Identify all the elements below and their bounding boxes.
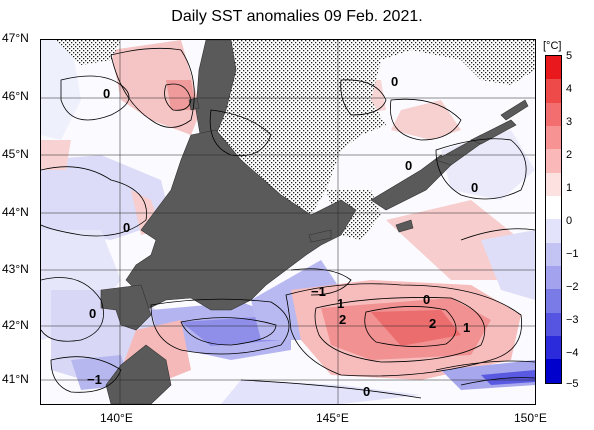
map-title: Daily SST anomalies 09 Feb. 2021. — [171, 8, 423, 25]
colorbar-segment — [546, 102, 561, 127]
colorbar-segment — [546, 56, 561, 80]
colorbar-tick: 2 — [566, 149, 573, 161]
contour-label: 2 — [339, 312, 346, 327]
colorbar-tick: 3 — [566, 116, 573, 128]
colorbar-segment — [546, 126, 561, 150]
lon-label-145: 145°E — [316, 411, 349, 425]
lat-label-46: 46°N — [2, 89, 29, 103]
colorbar-tick: 1 — [566, 182, 573, 194]
contour-label: 0 — [405, 158, 412, 173]
contour-lines — [41, 47, 535, 399]
colorbar-tick: −2 — [566, 281, 579, 293]
colorbar-segment — [546, 312, 561, 337]
colorbar-segment — [546, 79, 561, 103]
colorbar-segment — [546, 149, 561, 173]
colorbar-segment — [546, 196, 561, 220]
colorbar-tick: −3 — [566, 314, 579, 326]
graticule — [41, 40, 535, 404]
contour-label: 1 — [463, 320, 470, 335]
contour-label: 0 — [103, 86, 110, 101]
contour-label: 0 — [471, 180, 478, 195]
lon-label-140: 140°E — [100, 411, 133, 425]
colorbar-tick: −4 — [566, 347, 579, 359]
colorbar-segment — [546, 359, 561, 383]
contour-label: 0 — [123, 220, 130, 235]
lat-label-43: 43°N — [2, 262, 29, 276]
contour-label: 0 — [423, 292, 430, 307]
lat-label-42: 42°N — [2, 318, 29, 332]
colorbar-tick: 0 — [566, 215, 573, 227]
contour-label: 0 — [363, 384, 370, 399]
lat-label-44: 44°N — [2, 205, 29, 219]
contour-labels: 0 0 0 0 0 0 0 0 −1 −1 1 1 2 2 — [87, 74, 478, 399]
lat-label-41: 41°N — [2, 372, 29, 386]
colorbar-tick: −1 — [566, 248, 579, 260]
colorbar-tick: 4 — [566, 83, 573, 95]
colorbar-segment — [546, 242, 561, 267]
contour-label: 2 — [429, 316, 436, 331]
land — [100, 40, 529, 404]
colorbar — [545, 55, 562, 384]
colorbar-unit: [°C] — [543, 40, 562, 52]
colorbar-segment — [546, 172, 561, 197]
contour-label: 1 — [337, 296, 344, 311]
contour-label: −1 — [311, 284, 326, 299]
lon-label-150: 150°E — [514, 411, 547, 425]
lat-label-45: 45°N — [2, 147, 29, 161]
colorbar-segment — [546, 219, 561, 243]
colorbar-tick: 5 — [566, 50, 573, 62]
lat-label-47: 47°N — [2, 31, 29, 45]
colorbar-segment — [546, 289, 561, 313]
sst-anomaly-map: 0 0 0 0 0 0 0 0 −1 −1 1 1 2 2 — [40, 39, 536, 405]
colorbar-segment — [546, 266, 561, 290]
contour-label: −1 — [87, 372, 102, 387]
colorbar-tick: −5 — [566, 378, 579, 390]
colorbar-segment — [546, 336, 561, 360]
contour-label: 0 — [391, 74, 398, 89]
contour-label: 0 — [89, 306, 96, 321]
